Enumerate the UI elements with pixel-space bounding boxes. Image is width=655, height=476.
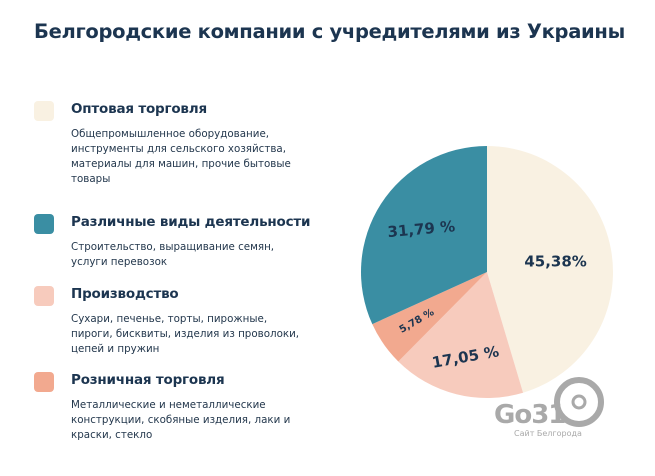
legend-name: Оптовая торговля (71, 101, 207, 117)
legend-swatch (34, 214, 54, 234)
location-pin-icon (554, 377, 604, 427)
legend-desc: Строительство, выращивание семян, услуги… (71, 241, 275, 268)
watermark-sub: Сайт Белгорода (514, 429, 582, 438)
legend-name: Различные виды деятельности (71, 214, 311, 230)
pie-slice-2 (372, 272, 487, 362)
pie-label-3: 31,79 % (387, 217, 456, 241)
legend-desc: Металлические и неметаллические конструк… (71, 399, 291, 441)
legend-name: Розничная торговля (71, 372, 225, 388)
watermark-logo: Go31 Сайт Белгорода (494, 377, 604, 438)
pie-slice-1 (398, 272, 524, 398)
legend-name: Производство (71, 286, 179, 302)
pie-slice-0 (487, 146, 613, 393)
legend-swatch (34, 101, 54, 121)
page-title: Белгородские компании с учредителями из … (34, 20, 625, 43)
pie-label-0: 45,38% (524, 252, 586, 270)
legend-swatch (34, 286, 54, 306)
legend-swatch (34, 372, 54, 392)
legend-desc: Общепромышленное оборудование, инструмен… (71, 128, 291, 185)
pie-slice-3 (360, 146, 487, 325)
legend-desc: Сухари, печенье, торты, пирожные, пироги… (71, 313, 300, 355)
